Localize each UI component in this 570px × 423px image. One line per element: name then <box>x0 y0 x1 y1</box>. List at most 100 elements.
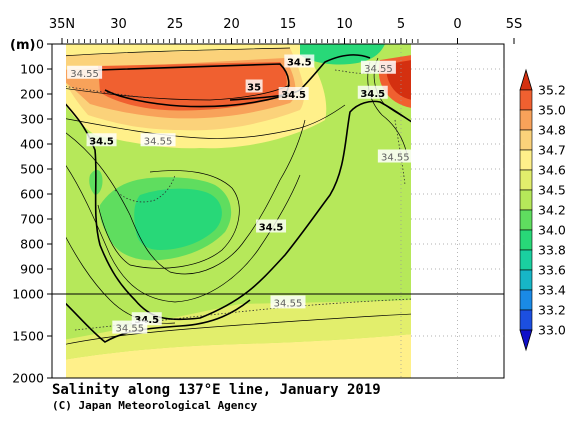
contour-thin-3 <box>97 170 240 269</box>
y-tick-label: 300 <box>20 112 44 127</box>
contour-thin-1 <box>66 119 306 275</box>
band-35.0-35.2 <box>98 62 287 111</box>
band-33.8-34.0 <box>134 188 222 250</box>
salinity-field <box>66 44 411 378</box>
y-tick-label: 500 <box>20 162 44 177</box>
dotted-label-bg <box>377 149 413 163</box>
colorbar-level-label: 34.7 <box>538 143 566 158</box>
band-34.0-34.2-surface <box>300 44 385 65</box>
contour-label: 34.5 <box>281 90 306 101</box>
dotted-contour-label: 34.55 <box>381 153 410 164</box>
dotted-label-bg <box>270 295 306 309</box>
contour-label: 35 <box>247 83 261 94</box>
colorbar-level-label: 33.4 <box>538 283 566 298</box>
colorbar-level-label: 33.0 <box>538 323 566 338</box>
contour-label-bg <box>284 54 315 68</box>
credit-text: (C) Japan Meteorological Agency <box>52 399 258 412</box>
contour-label: 34.5 <box>360 89 385 100</box>
dotted-label-bg <box>67 65 103 79</box>
no-data-region <box>411 44 504 378</box>
colorbar-level-label: 34.6 <box>538 163 566 178</box>
contour-label: 34.5 <box>89 136 114 147</box>
colorbar-segment <box>519 149 533 171</box>
contour-thin-right-2 <box>367 61 409 161</box>
colorbar-level-label: 34.5 <box>538 183 566 198</box>
y-tick-label: 400 <box>20 137 44 152</box>
band-34.6-34.7-deep <box>66 334 411 378</box>
dotted-contour-label: 34.55 <box>364 64 393 75</box>
x-tick-label: 20 <box>223 17 240 32</box>
colorbar-segment <box>519 129 533 151</box>
colorbar-segment <box>519 89 533 111</box>
contour-label: 34.5 <box>287 58 312 69</box>
dotted-label-bg <box>140 133 176 147</box>
x-tick-label: 25 <box>167 17 184 32</box>
contour-label-bg <box>278 87 309 100</box>
contour-thin-7 <box>66 47 291 57</box>
colorbar-segment <box>519 169 533 191</box>
plot-frame <box>51 43 505 379</box>
colorbar-segment <box>519 209 533 231</box>
colorbar-level-label: 34.0 <box>538 223 566 238</box>
contour-34.5-upper <box>229 53 371 101</box>
colorbar-segment <box>519 309 533 331</box>
y-tick-label: 800 <box>20 237 44 252</box>
y-tick-label: 0 <box>36 37 44 52</box>
contour-34.5-main <box>66 100 411 321</box>
y-tick-label: 100 <box>20 62 44 77</box>
colorbar-segment <box>519 189 533 211</box>
colorbar-level-label: 34.2 <box>538 203 566 218</box>
band-34.5-34.6-deep <box>66 300 411 360</box>
x-tick-label: 15 <box>280 17 297 32</box>
contour-thin-5 <box>66 104 346 139</box>
colorbar-level-label: 33.8 <box>538 243 566 258</box>
dotted-right-mid <box>394 119 406 186</box>
contour-label-bg <box>245 79 263 93</box>
colorbar-segment <box>519 269 533 291</box>
y-tick-label: 900 <box>20 262 44 277</box>
y-axis-unit: (m) <box>10 38 35 53</box>
colorbar-level-label: 33.6 <box>538 263 566 278</box>
contour-labels: 34.534.534.534.534.534.53534.5534.5534.5… <box>67 54 413 335</box>
colorbar-segment <box>519 249 533 271</box>
x-tick-label: 0 <box>453 17 461 32</box>
dotted-contour-label: 34.55 <box>274 298 303 309</box>
dotted-contour-label: 34.55 <box>115 324 144 335</box>
contour-thin-6 <box>66 84 291 101</box>
colorbar-level-label: 34.8 <box>538 123 566 138</box>
dotted-mid-left <box>114 174 176 203</box>
chart-title: Salinity along 137°E line, January 2019 <box>52 382 381 398</box>
y-tick-label: 600 <box>20 187 44 202</box>
contour-label: 34.5 <box>259 223 284 234</box>
colorbar-segment <box>519 109 533 131</box>
colorbar-segment <box>519 229 533 251</box>
y-tick-label: 200 <box>20 87 44 102</box>
x-tick-label: 5S <box>506 17 523 32</box>
contour-thin-deep-1 <box>66 313 411 345</box>
colorbar-level-label: 33.2 <box>538 303 566 318</box>
x-axis-ticks: 35N 30 25 20 15 10 5 0 5S <box>49 17 522 44</box>
y-axis-ticks: 0 100 200 300 400 500 600 700 800 900 1000 1500 2000 <box>12 37 52 386</box>
x-tick-label: 30 <box>110 17 127 32</box>
dotted-contour-label: 34.55 <box>70 69 99 80</box>
dotted-contour-label: 34.55 <box>144 136 173 147</box>
colorbar-level-label: 35.0 <box>538 103 566 118</box>
x-tick-label: 35N <box>49 17 75 32</box>
colorbar-extend-bottom <box>519 329 533 352</box>
y-tick-label: 1500 <box>12 329 44 344</box>
y-tick-label: 1000 <box>12 287 44 302</box>
y-tick-label: 2000 <box>12 371 44 386</box>
colorbar: 35.2 35.0 34.8 34.7 34.6 34.5 34.2 34.0 33.8 33.6… <box>519 68 566 352</box>
station-ticks <box>67 39 419 43</box>
contour-label-bg <box>357 85 388 99</box>
colorbar-segment <box>519 289 533 311</box>
dotted-label-bg <box>360 60 396 74</box>
colorbar-level-label: 35.2 <box>538 83 566 98</box>
contour-label-bg <box>256 219 287 233</box>
colorbar-extend-top <box>519 68 533 91</box>
contour-label-bg <box>86 133 117 147</box>
dotted-label-bg <box>112 320 148 334</box>
y-tick-label: 700 <box>20 212 44 227</box>
x-tick-label: 10 <box>336 17 353 32</box>
